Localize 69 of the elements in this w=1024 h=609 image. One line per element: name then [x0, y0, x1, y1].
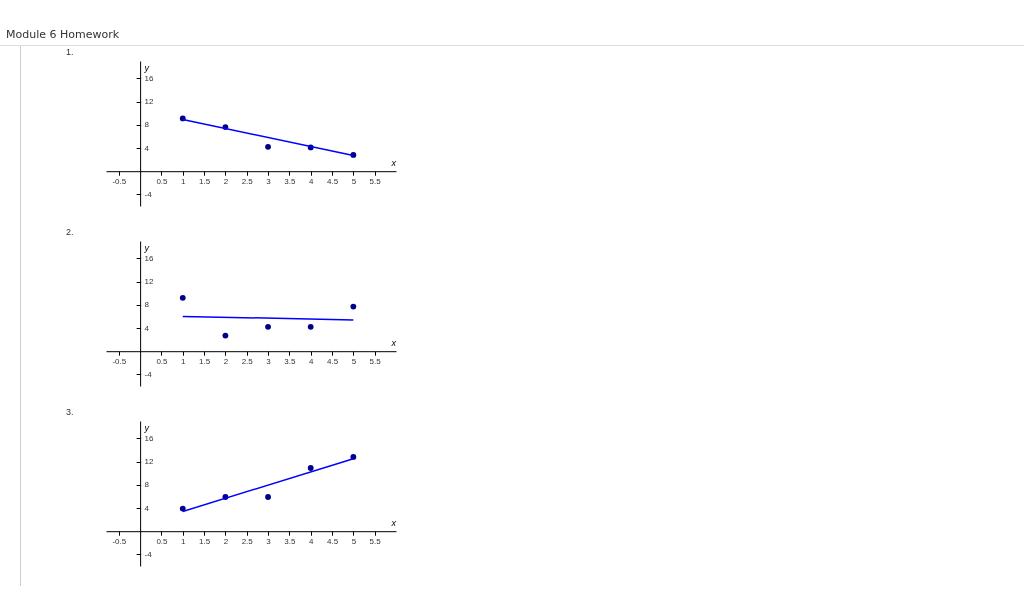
x-tick-label: 5.5: [369, 536, 382, 546]
x-tick-label: 3: [266, 176, 272, 186]
x-tick-label: 2.5: [241, 356, 254, 366]
chart-title: 2.: [66, 227, 74, 237]
y-tick-label: -4: [144, 369, 153, 379]
x-tick-label: -0.5: [112, 356, 127, 366]
point: [265, 143, 271, 150]
point: [265, 494, 271, 500]
x-tick-label: 0.5: [156, 536, 169, 546]
chart-title: 3.: [66, 407, 74, 417]
x-tick-label: 4: [308, 356, 314, 366]
y-tick-label: 12: [144, 457, 155, 467]
point: [307, 465, 314, 471]
x-axis-title: x: [390, 517, 397, 528]
point: [265, 323, 271, 330]
x-tick-label: 1: [181, 176, 187, 186]
x-tick-label: 3.5: [284, 176, 296, 186]
x-tick-label: 0.5: [156, 356, 169, 366]
y-axis-title: y: [143, 422, 150, 433]
x-tick-label: 1: [181, 356, 187, 366]
y-tick-label: 12: [144, 277, 155, 287]
x-tick-label: 0.5: [156, 176, 169, 186]
x-tick-label: 4.5: [326, 356, 339, 366]
x-tick-label: 2: [223, 176, 229, 186]
text: Module 6 Homework: [0, 0, 1024, 46]
x-tick-label: 4.5: [326, 536, 339, 546]
x-axis-title: x: [390, 337, 397, 348]
x-tick-label: 2.5: [241, 536, 254, 546]
y-tick-label: 8: [144, 300, 150, 310]
y-tick-label: 8: [144, 480, 150, 490]
point: [222, 332, 229, 339]
y-tick-label: 4: [144, 143, 150, 153]
x-tick-label: 4.5: [326, 176, 339, 186]
x-tick-label: -0.5: [112, 176, 127, 186]
x-tick-label: 2.5: [241, 176, 254, 186]
y-axis-title: y: [143, 62, 150, 73]
x-tick-label: 3: [266, 536, 272, 546]
y-tick-label: 12: [144, 97, 155, 107]
point: [350, 303, 357, 310]
x-tick-label: 3.5: [284, 536, 296, 546]
y-axis-title: y: [143, 242, 150, 253]
y-tick-label: 4: [144, 503, 150, 513]
x-tick-label: 5.5: [369, 356, 382, 366]
y-tick-label: 4: [144, 323, 150, 333]
point: [179, 294, 186, 301]
x-tick-label: 1.5: [199, 356, 211, 366]
point: [307, 323, 314, 330]
y-tick-label: 16: [144, 253, 155, 263]
y-tick-label: 16: [144, 73, 155, 83]
x-tick-label: 2: [223, 536, 229, 546]
y-tick-label: 16: [144, 433, 155, 443]
x-tick-label: 4: [308, 176, 314, 186]
x-tick-label: 3.5: [284, 356, 296, 366]
x-tick-label: 3: [266, 356, 272, 366]
x-tick-label: 4: [308, 536, 314, 546]
x-tick-label: 1.5: [199, 176, 211, 186]
y-tick-label: -4: [144, 549, 153, 559]
x-tick-label: 5: [351, 536, 357, 546]
x-tick-label: 1: [181, 536, 187, 546]
x-tick-label: 5.5: [369, 176, 382, 186]
x-tick-label: 5: [351, 356, 357, 366]
x-tick-label: 5: [351, 176, 357, 186]
x-tick-label: 1.5: [199, 536, 211, 546]
x-tick-label: -0.5: [112, 536, 127, 546]
y-tick-label: -4: [144, 189, 153, 199]
chart-title: 1.: [66, 47, 74, 57]
x-tick-label: 2: [223, 356, 229, 366]
x-axis-title: x: [390, 157, 397, 168]
y-tick-label: 8: [144, 120, 150, 130]
